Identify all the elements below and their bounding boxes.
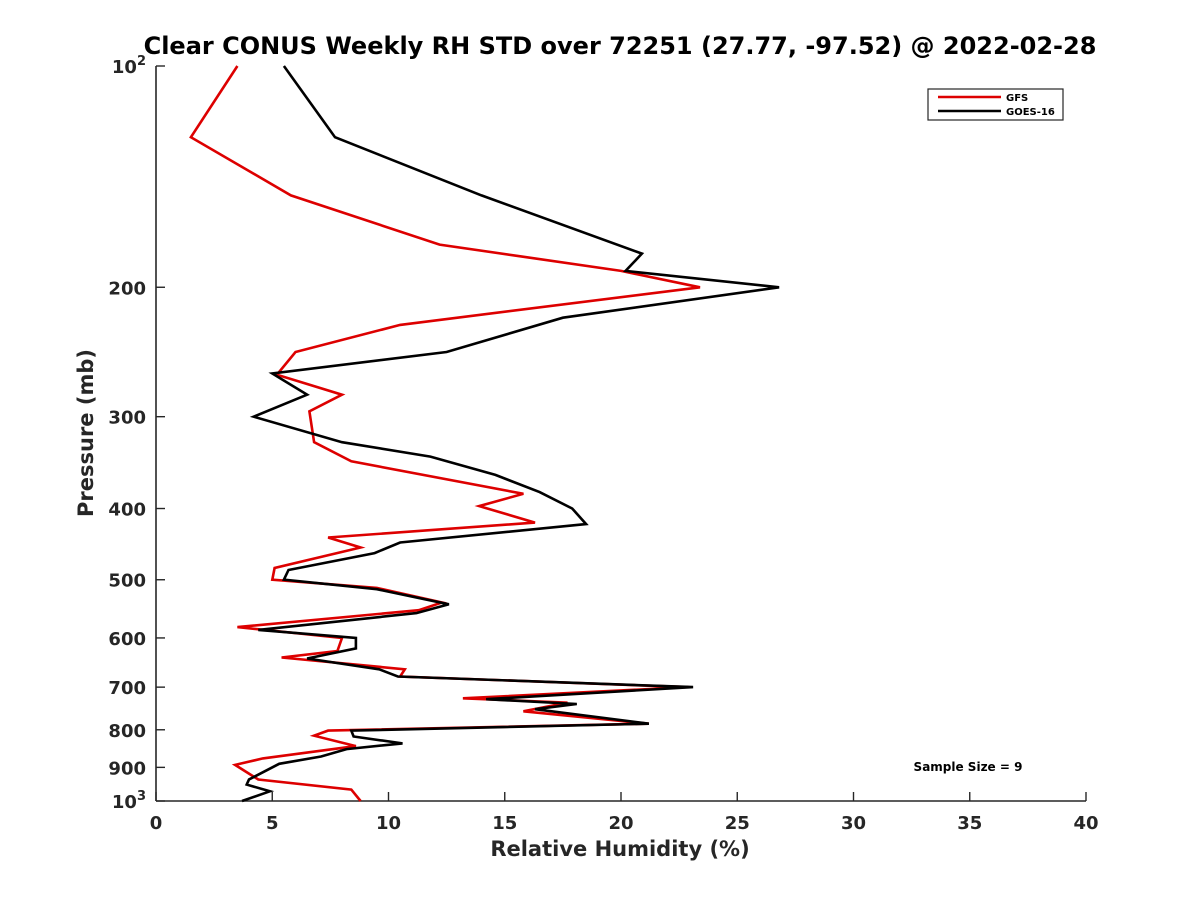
y-tick-base: 600 [108, 629, 146, 650]
series-line-goes16 [241, 65, 780, 803]
y-tick-label: 800 [108, 721, 146, 742]
y-tick-base: 10 [112, 792, 137, 813]
series-layer [189, 65, 780, 803]
legend: GFS GOES-16 [927, 88, 1064, 121]
y-tick-exponent: 2 [137, 54, 146, 69]
y-tick-label: 400 [108, 500, 146, 521]
x-tick-label: 10 [376, 813, 401, 834]
y-tick-base: 10 [112, 57, 137, 78]
legend-label-goes16: GOES-16 [1006, 107, 1055, 118]
legend-label-gfs: GFS [1006, 93, 1028, 104]
y-tick-base: 400 [108, 500, 146, 521]
y-tick-label: 500 [108, 571, 146, 592]
y-tick-label: 900 [108, 758, 146, 779]
y-tick-exponent: 3 [137, 789, 146, 804]
x-tick-label: 25 [725, 813, 750, 834]
y-tick-label: 600 [108, 629, 146, 650]
chart-title: Clear CONUS Weekly RH STD over 72251 (27… [144, 32, 1097, 60]
legend-box [927, 88, 1064, 121]
y-tick-label: 200 [108, 278, 146, 299]
y-tick-label: 102 [112, 54, 146, 78]
y-tick-base: 900 [108, 758, 146, 779]
y-tick-base: 800 [108, 721, 146, 742]
y-tick-base: 200 [108, 278, 146, 299]
x-ticks: 0 5 10 15 20 25 30 35 40 [150, 792, 1099, 834]
x-tick-label: 0 [150, 813, 163, 834]
y-tick-base: 700 [108, 678, 146, 699]
x-tick-label: 40 [1073, 813, 1098, 834]
x-tick-label: 5 [266, 813, 279, 834]
x-axis-label: Relative Humidity (%) [490, 837, 749, 861]
x-tick-label: 30 [841, 813, 866, 834]
sample-size-annotation: Sample Size = 9 [914, 760, 1023, 774]
y-tick-base: 300 [108, 408, 146, 429]
x-tick-label: 15 [492, 813, 517, 834]
y-axis-label: Pressure (mb) [74, 349, 98, 517]
x-tick-label: 20 [608, 813, 633, 834]
y-tick-label: 103 [112, 789, 146, 813]
y-tick-label: 700 [108, 678, 146, 699]
x-tick-label: 35 [957, 813, 982, 834]
y-tick-label: 300 [108, 408, 146, 429]
y-tick-base: 500 [108, 571, 146, 592]
